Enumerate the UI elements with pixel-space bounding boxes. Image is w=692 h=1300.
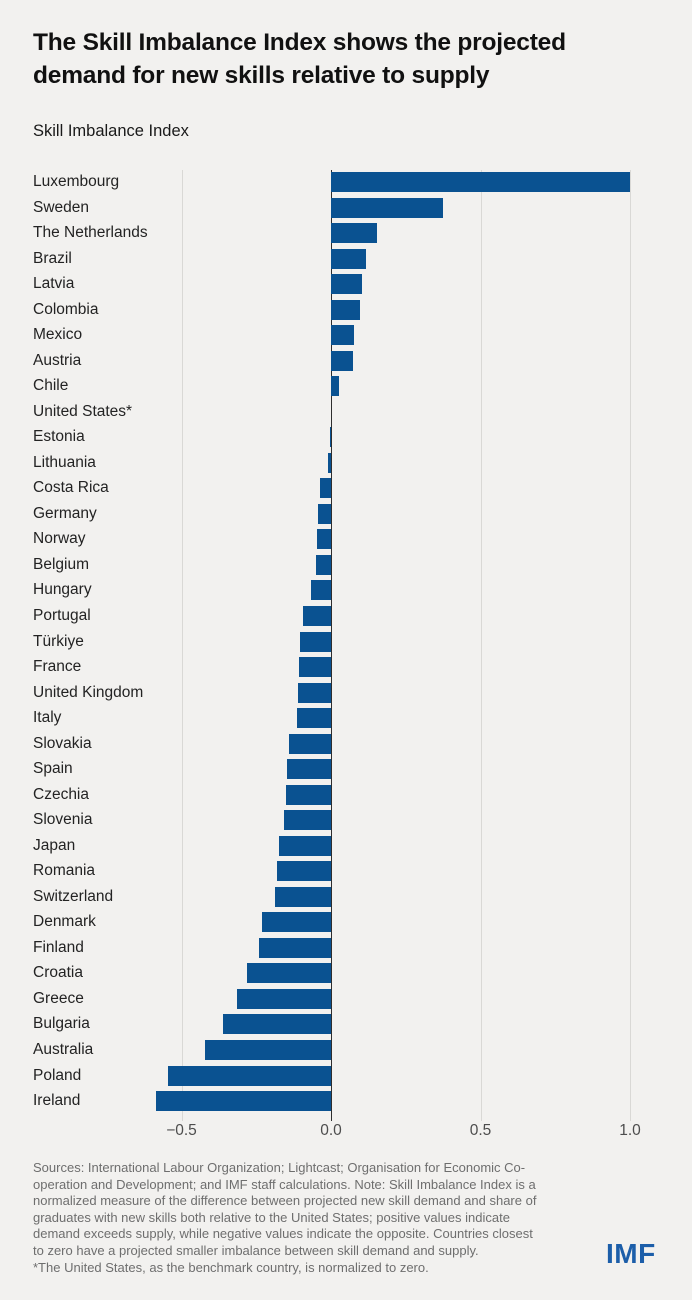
bar [311, 580, 331, 601]
country-label: Chile [33, 377, 69, 395]
bar [331, 376, 340, 397]
bar [330, 427, 331, 448]
bar [286, 784, 331, 805]
country-label: Slovakia [33, 734, 92, 752]
bar [279, 835, 331, 856]
bar [298, 682, 331, 703]
country-label: Sweden [33, 198, 90, 216]
bar [318, 503, 331, 524]
country-label: Czechia [33, 785, 89, 803]
country-label: Ireland [33, 1092, 81, 1110]
country-label: Portugal [33, 607, 91, 624]
country-label: Mexico [33, 326, 83, 344]
bar [300, 631, 331, 652]
x-tick-label: 0.0 [320, 1122, 342, 1139]
chart-headline: The Skill Imbalance Index shows the proj… [33, 26, 673, 92]
country-label: Brazil [33, 249, 72, 267]
bar [237, 988, 331, 1009]
chart-subtitle: Skill Imbalance Index [33, 122, 189, 140]
x-tick-label: −0.5 [166, 1122, 197, 1139]
country-label: Norway [33, 530, 86, 548]
zero-axis-line [331, 170, 332, 1121]
bar [284, 810, 331, 831]
country-label: Colombia [33, 300, 99, 318]
bar [276, 861, 331, 882]
bar [223, 1014, 331, 1035]
bar [298, 657, 331, 678]
bar [259, 937, 331, 958]
bar [317, 529, 331, 550]
country-label: Japan [33, 836, 76, 854]
bar [287, 759, 331, 780]
country-label: Belgium [33, 555, 89, 573]
country-label: Slovenia [33, 811, 93, 829]
bar [331, 299, 360, 320]
bar [319, 478, 331, 499]
source-note-line: to zero have a projected smaller imbalan… [33, 1242, 479, 1258]
source-note-line: graduates with new skills both relative … [33, 1209, 510, 1225]
country-label: United States* [33, 402, 133, 420]
gridline [480, 170, 482, 1121]
country-label: Spain [33, 760, 73, 778]
bar [302, 606, 331, 626]
bar [328, 452, 331, 473]
bar [316, 554, 331, 575]
bar [331, 172, 630, 192]
bar [205, 1040, 331, 1061]
source-note-line: *The United States, as the benchmark cou… [33, 1259, 429, 1275]
country-label: Austria [33, 351, 82, 369]
bar [262, 912, 331, 933]
source-note-line: demand exceeds supply, while negative va… [33, 1226, 533, 1242]
country-label: Australia [33, 1041, 94, 1059]
country-label: The Netherlands [33, 224, 148, 242]
source-note-line: normalized measure of the difference bet… [33, 1193, 537, 1209]
country-label: Lithuania [33, 453, 96, 471]
gridline [630, 170, 631, 1121]
bar [275, 886, 331, 907]
bar [331, 325, 355, 346]
imf-logo: IMF [606, 1238, 656, 1269]
bar [331, 350, 353, 371]
bar [331, 197, 444, 218]
country-label: Denmark [33, 913, 96, 931]
country-label: Poland [33, 1066, 82, 1084]
country-label: Bulgaria [33, 1015, 90, 1033]
bar [331, 274, 362, 295]
source-note-line: operation and Development; and IMF staff… [33, 1176, 536, 1192]
bar [331, 223, 378, 244]
chart-headline-line1: The Skill Imbalance Index shows the proj… [33, 29, 566, 56]
country-label: Latvia [33, 275, 75, 293]
bar [288, 733, 331, 754]
bar [156, 1091, 331, 1112]
country-label: Switzerland [33, 887, 114, 905]
bar [167, 1065, 331, 1086]
x-tick-label: 1.0 [619, 1122, 641, 1139]
country-label: Croatia [33, 964, 83, 982]
country-label: Luxembourg [33, 173, 120, 190]
country-label: Germany [33, 504, 97, 522]
bar [331, 248, 367, 269]
country-label: Greece [33, 989, 84, 1007]
x-tick-label: 0.5 [469, 1122, 492, 1139]
country-label: Finland [33, 938, 84, 956]
country-label: Italy [33, 709, 62, 727]
source-note-line: Sources: International Labour Organizati… [33, 1160, 526, 1175]
country-label: United Kingdom [33, 683, 144, 701]
country-label: Hungary [33, 581, 92, 599]
country-label: Costa Rica [33, 479, 109, 497]
country-label: France [33, 658, 82, 676]
source-note: Sources: International Labour Organizati… [33, 1160, 536, 1276]
bar [247, 963, 331, 984]
country-label: Romania [33, 862, 96, 880]
bar [296, 708, 331, 729]
country-label: Estonia [33, 428, 85, 446]
chart-headline-line2: demand for new skills relative to supply [33, 62, 490, 89]
gridline [181, 170, 183, 1121]
country-label: Türkiye [33, 632, 84, 650]
